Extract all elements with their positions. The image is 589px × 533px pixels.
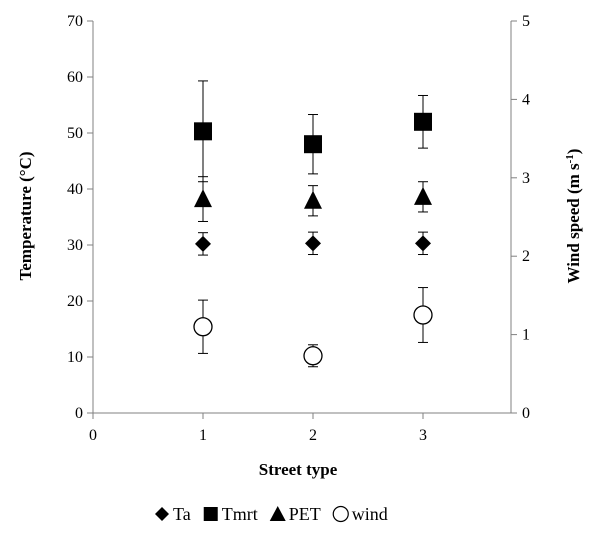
left-tick-label: 50 — [67, 125, 83, 142]
y2-axis-title-main: Wind speed (m s — [564, 163, 583, 284]
x-tick-label: 0 — [89, 427, 97, 444]
left-tick-label: 70 — [67, 13, 83, 30]
legend-marker-wind — [332, 505, 349, 523]
right-tick-label: 1 — [522, 327, 530, 344]
legend-label-wind: wind — [352, 504, 388, 524]
legend-marker-Tmrt — [203, 507, 218, 521]
left-axis-ticks: 0 10 20 30 40 50 60 70 — [67, 13, 93, 422]
legend-label-PET: PET — [289, 504, 321, 524]
y2-axis-title: Wind speed (m s-1) — [564, 149, 583, 284]
x-axis-ticks: 0 1 2 3 — [89, 413, 427, 444]
marker-wind — [303, 346, 323, 366]
x-tick-label: 1 — [199, 427, 207, 444]
marker-Tmrt — [414, 112, 432, 131]
right-tick-label: 2 — [522, 248, 530, 265]
marker-wind — [413, 305, 433, 325]
marker-Ta — [415, 235, 431, 252]
marker-Ta — [305, 235, 321, 252]
data-markers — [193, 112, 433, 366]
left-tick-label: 20 — [67, 293, 83, 310]
y-axis-title: Temperature (°C) — [16, 151, 35, 280]
legend: Ta Tmrt PET wind — [155, 504, 388, 524]
marker-PET — [194, 189, 212, 208]
left-tick-label: 60 — [67, 69, 83, 86]
legend-label-Ta: Ta — [173, 504, 191, 524]
marker-PET — [414, 186, 432, 205]
error-bars — [198, 80, 428, 368]
right-tick-label: 5 — [522, 13, 530, 30]
right-tick-label: 3 — [522, 170, 530, 187]
left-tick-label: 30 — [67, 237, 83, 254]
y2-axis-title-end: ) — [564, 149, 583, 155]
left-tick-label: 10 — [67, 349, 83, 366]
marker-Tmrt — [304, 135, 322, 154]
marker-Tmrt — [194, 122, 212, 141]
y2-axis-title-sup: -1 — [564, 154, 576, 163]
x-axis-title: Street type — [259, 460, 338, 479]
left-tick-label: 0 — [75, 405, 83, 422]
marker-Ta — [195, 235, 211, 252]
right-axis-ticks: 0 1 2 3 4 5 — [511, 13, 530, 422]
axes — [92, 21, 512, 414]
x-tick-label: 3 — [419, 427, 427, 444]
left-tick-label: 40 — [67, 181, 83, 198]
x-tick-label: 2 — [309, 427, 317, 444]
right-tick-label: 4 — [522, 91, 530, 108]
marker-PET — [304, 190, 322, 209]
legend-marker-PET — [269, 506, 286, 521]
legend-marker-Ta — [155, 507, 169, 521]
marker-wind — [193, 317, 213, 337]
right-tick-label: 0 — [522, 405, 530, 422]
legend-label-Tmrt: Tmrt — [222, 504, 258, 524]
